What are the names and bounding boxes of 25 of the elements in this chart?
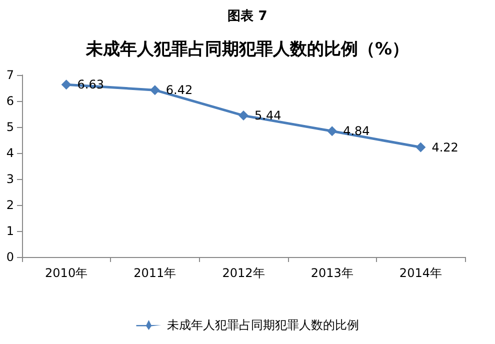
y-tick-label: 7	[6, 68, 14, 82]
data-label: 4.84	[343, 124, 370, 138]
chart-title: 未成年人犯罪占同期犯罪人数的比例（%）	[84, 40, 410, 60]
y-tick-label: 1	[6, 224, 14, 238]
point	[416, 142, 426, 152]
x-tick-label: 2014年	[399, 266, 442, 280]
y-tick-label: 6	[6, 94, 14, 108]
data-label: 6.42	[166, 83, 193, 98]
y-tick-label: 0	[6, 250, 14, 264]
data-label: 4.22	[432, 140, 458, 154]
y-tick-label: 3	[6, 172, 14, 186]
y-tick-label: 4	[6, 146, 14, 160]
data-label: 5.44	[254, 108, 282, 123]
y-tick-label: 2	[6, 198, 14, 212]
legend-label: 未成年人犯罪占同期犯罪人数的比例	[166, 318, 359, 332]
x-tick-label: 2011年	[134, 266, 176, 280]
x-tick-label: 2010年	[45, 266, 88, 280]
text: 图表 7	[228, 9, 268, 24]
x-tick-label: 2013年	[310, 266, 354, 280]
y-tick-label: 5	[6, 120, 14, 134]
x-tick-label: 2012年	[222, 266, 265, 280]
point	[61, 80, 72, 90]
point	[150, 85, 160, 96]
point	[327, 126, 338, 136]
point	[238, 110, 248, 121]
